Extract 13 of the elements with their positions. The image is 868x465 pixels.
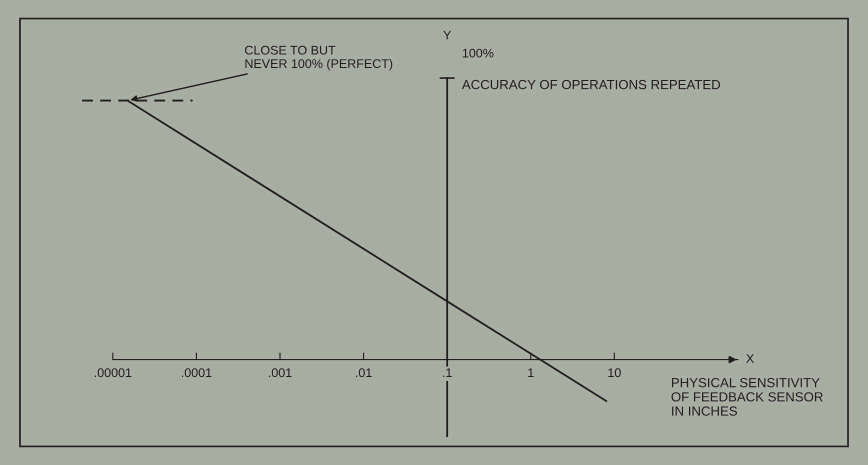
x-axis-title: PHYSICAL SENSITIVITY OF FEEDBACK SENSOR IN INCHES xyxy=(672,378,823,416)
x-tick-label: .0001 xyxy=(182,368,212,378)
x-tick-label: 1 xyxy=(528,368,534,377)
text: Y xyxy=(443,30,452,40)
x-tick-label: .00001 xyxy=(94,368,132,378)
x-tick-label: .001 xyxy=(268,368,292,378)
x-tick-label: .01 xyxy=(356,368,372,378)
text: X xyxy=(746,354,754,363)
text: 100% xyxy=(462,48,494,58)
y-axis-title: ACCURACY OF OPERATIONS REPEATED xyxy=(462,80,720,90)
x-tick-label: 10 xyxy=(608,368,621,378)
annotation: CLOSE TO BUT NEVER 100% (PERFECT) xyxy=(245,46,392,71)
x-tick-label: .1 xyxy=(443,368,452,377)
